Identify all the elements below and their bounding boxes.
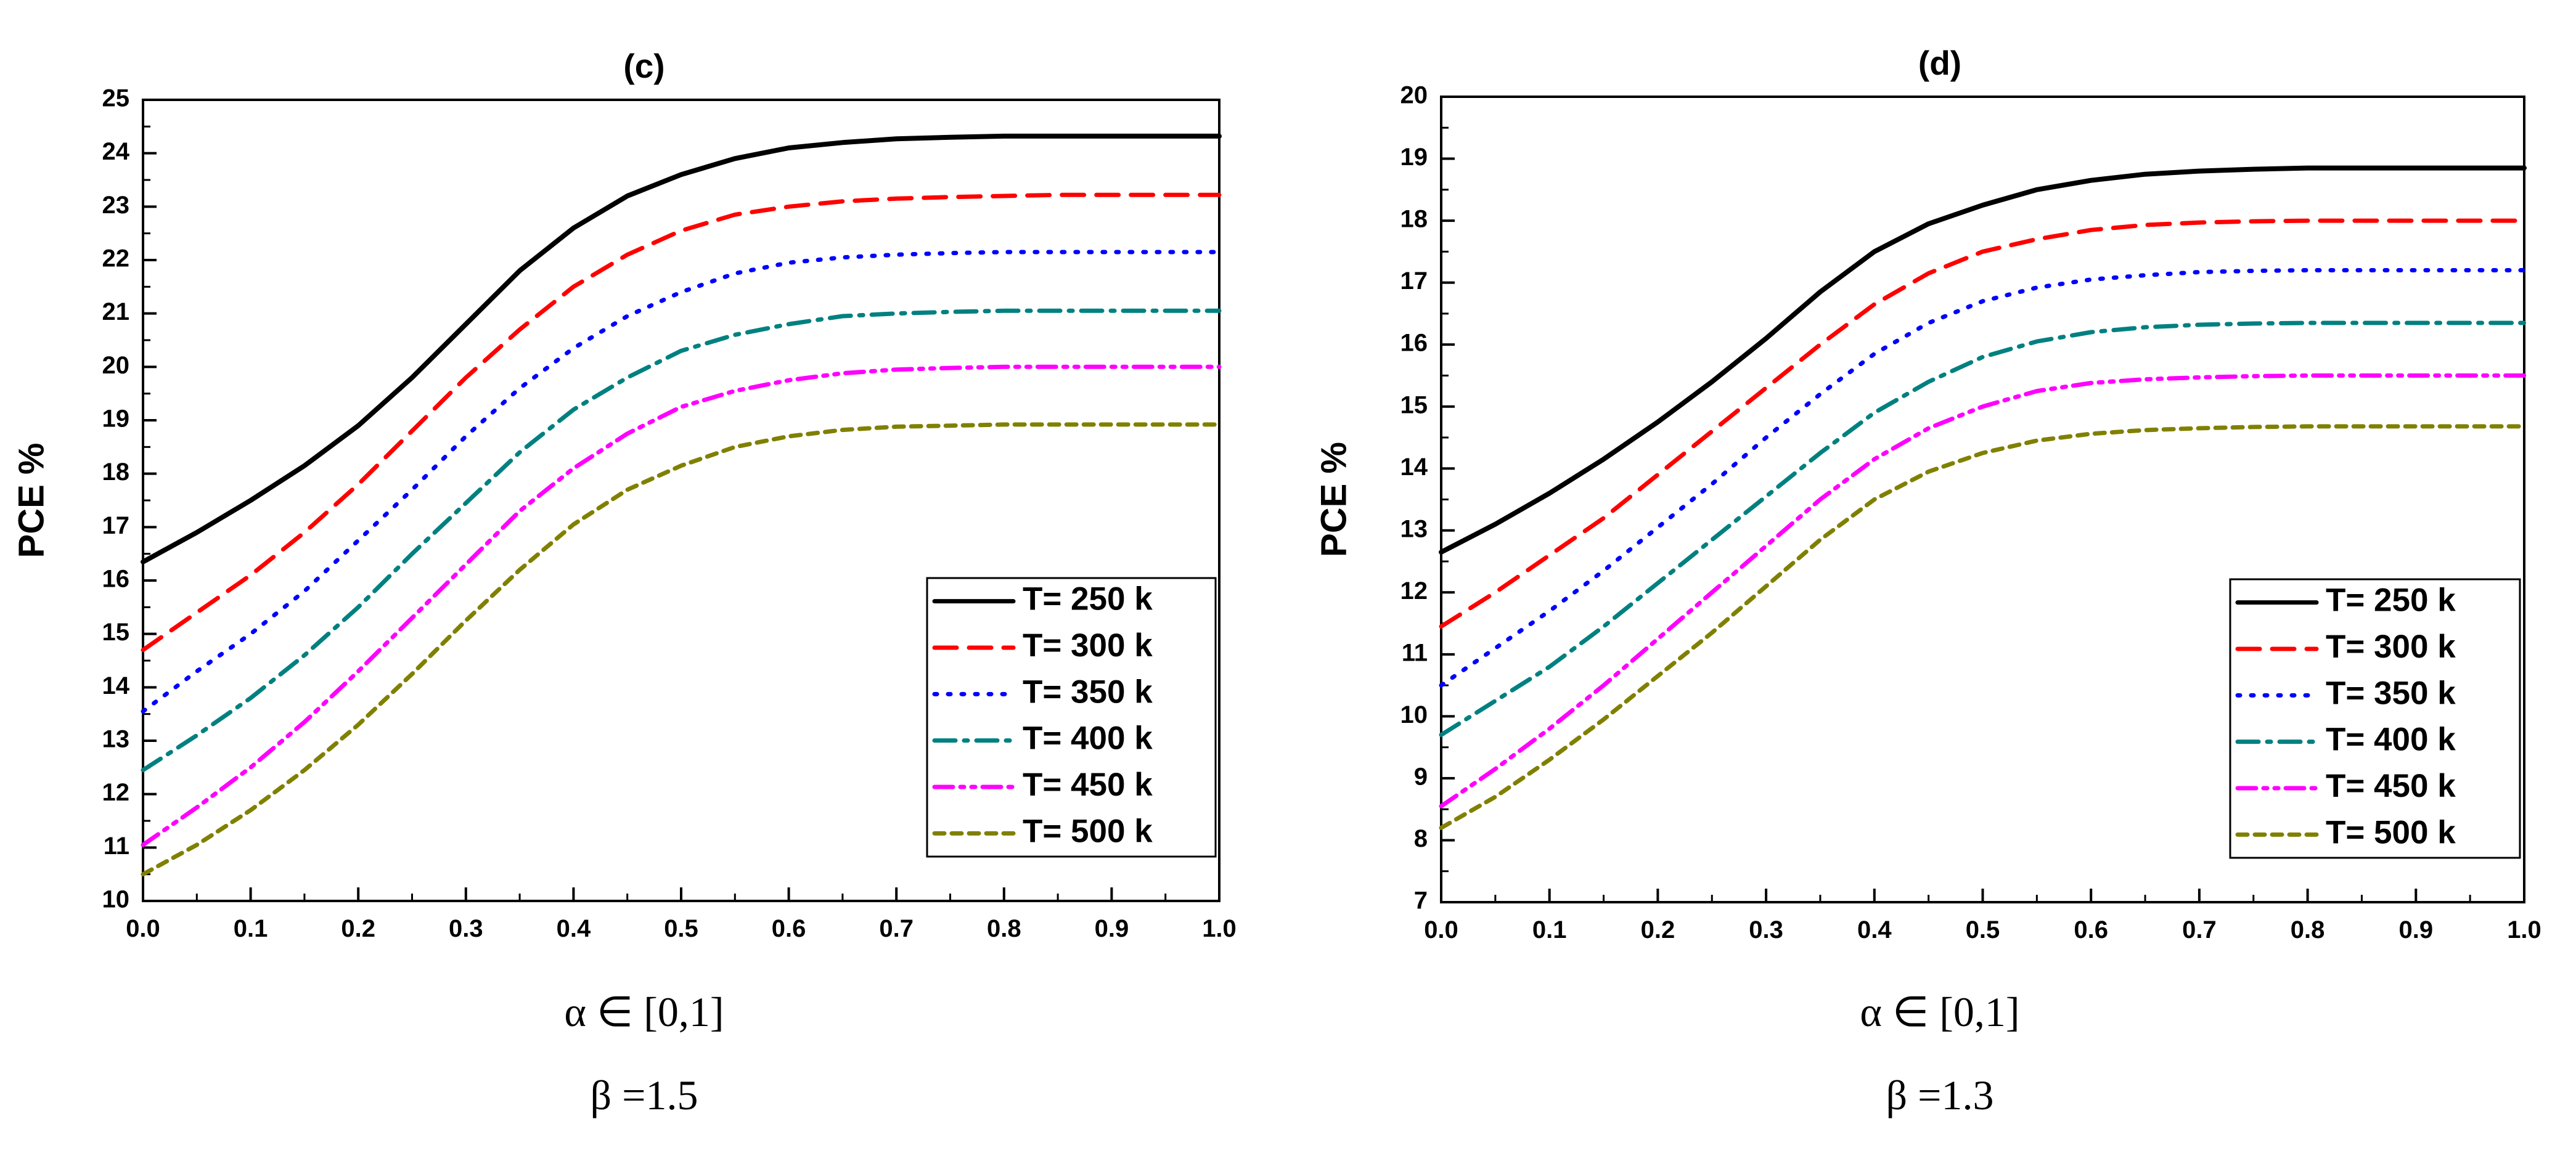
y-tick-label-d: 19 [1400,144,1428,171]
series-line-c-500k [141,422,1222,877]
y-tick-label-d: 17 [1400,267,1428,295]
x-tick-label-c: 0.3 [449,915,483,942]
legend-box-c [926,577,1217,858]
x-tick-label-d: 0.9 [2398,916,2433,943]
series-line-c-400k [141,308,1222,773]
x-tick-label-d: 0.8 [2291,916,2325,943]
y-tick-label-d: 15 [1400,391,1428,418]
legend-label-d: T= 350 k [2326,675,2456,711]
y-tick-label-c: 15 [102,619,130,646]
x-tick-label-d: 0.3 [1749,916,1783,943]
y-tick-label-d: 14 [1400,454,1428,481]
series-line-d-400k [1439,320,2527,737]
legend-label-d: T= 500 k [2326,814,2456,850]
x-tick-label-c: 0.0 [126,915,160,942]
y-tick-label-c: 16 [102,566,130,593]
x-axis-label-d: α ∈ [0,1] [1860,988,2019,1035]
series-line-d-300k [1439,218,2527,629]
beta-parameter-d: β =1.3 [1886,1072,1994,1118]
y-tick-label-c: 19 [102,405,130,433]
x-tick-label-d: 0.7 [2182,916,2217,943]
y-tick-label-d: 16 [1400,330,1428,357]
y-tick-label-c: 20 [102,352,130,379]
legend-label-d: T= 250 k [2326,582,2456,619]
y-tick-label-d: 8 [1414,825,1428,852]
series-line-d-500k [1439,424,2527,830]
legend-label-c: T= 250 k [1023,581,1153,617]
y-tick-label-c: 25 [102,85,130,112]
y-tick-label-c: 23 [102,192,130,219]
y-tick-label-c: 24 [102,138,130,165]
y-axis-label-d: PCE % [1314,442,1354,557]
x-tick-label-d: 0.6 [2074,916,2108,943]
y-tick-label-c: 13 [102,726,130,753]
y-tick-label-c: 11 [104,833,129,860]
legend-box-d [2229,578,2521,859]
x-tick-label-d: 0.0 [1424,916,1458,943]
legend-label-c: T= 350 k [1023,674,1153,710]
x-tick-label-c: 0.4 [557,915,591,942]
x-tick-label-c: 0.1 [234,915,268,942]
legend-label-c: T= 400 k [1023,720,1153,757]
x-tick-label-d: 0.1 [1532,916,1567,943]
legend-label-c: T= 450 k [1023,767,1153,803]
series-line-c-450k [141,364,1222,847]
y-tick-label-c: 10 [102,886,130,913]
legend-label-d: T= 300 k [2326,629,2456,665]
x-tick-label-c: 1.0 [1202,915,1237,942]
x-tick-label-c: 0.2 [341,915,375,942]
y-tick-label-c: 22 [102,245,130,272]
chart-panel-c: (c) PCE % 0.0 0.1 0.2 0.3 0.4 0.5 0.6 0.7 0.8 0.9 1.… [11,47,1236,1118]
y-tick-label-c: 17 [102,512,130,539]
x-axis-label-c: α ∈ [0,1] [564,988,724,1035]
x-tick-label-c: 0.5 [664,915,698,942]
series-line-d-250k [1439,165,2527,555]
y-tick-label-d: 13 [1400,515,1428,542]
y-tick-label-d: 9 [1414,763,1428,790]
x-tick-label-c: 0.8 [987,915,1021,942]
y-tick-label-d: 10 [1400,701,1428,728]
y-tick-label-c: 21 [102,298,130,325]
x-tick-label-c: 0.9 [1095,915,1129,942]
legend-label-c: T= 300 k [1023,627,1153,664]
y-tick-label-c: 14 [102,672,130,699]
y-axis-label-c: PCE % [11,443,51,558]
y-tick-label-d: 18 [1400,206,1428,233]
x-tick-label-c: 0.7 [879,915,914,942]
series-line-d-450k [1439,373,2527,809]
x-tick-label-d: 1.0 [2507,916,2541,943]
legend-label-c: T= 500 k [1023,813,1153,849]
chart-title-d: (d) [1918,44,1961,82]
legend-label-d: T= 400 k [2326,722,2456,758]
beta-parameter-c: β =1.5 [591,1072,698,1118]
y-tick-label-d: 20 [1400,82,1428,109]
x-tick-label-d: 0.2 [1641,916,1675,943]
legend-label-d: T= 450 k [2326,768,2456,804]
x-tick-label-d: 0.5 [1966,916,2000,943]
series-line-d-350k [1439,268,2527,688]
y-tick-label-c: 18 [102,458,130,486]
chart-title-c: (c) [623,47,664,85]
series-line-c-250k [141,133,1222,564]
chart-panel-d: (d) PCE % 0.0 0.1 0.2 0.3 0.4 0.5 0.6 0.7 0.8 0.9 1.… [1314,44,2541,1118]
y-tick-label-d: 7 [1414,887,1428,915]
series-line-c-300k [141,192,1222,653]
y-tick-label-d: 12 [1400,577,1428,605]
x-tick-label-d: 0.4 [1857,916,1892,943]
y-tick-label-c: 12 [102,779,130,806]
x-tick-label-c: 0.6 [772,915,806,942]
y-tick-label-d: 11 [1402,639,1428,666]
